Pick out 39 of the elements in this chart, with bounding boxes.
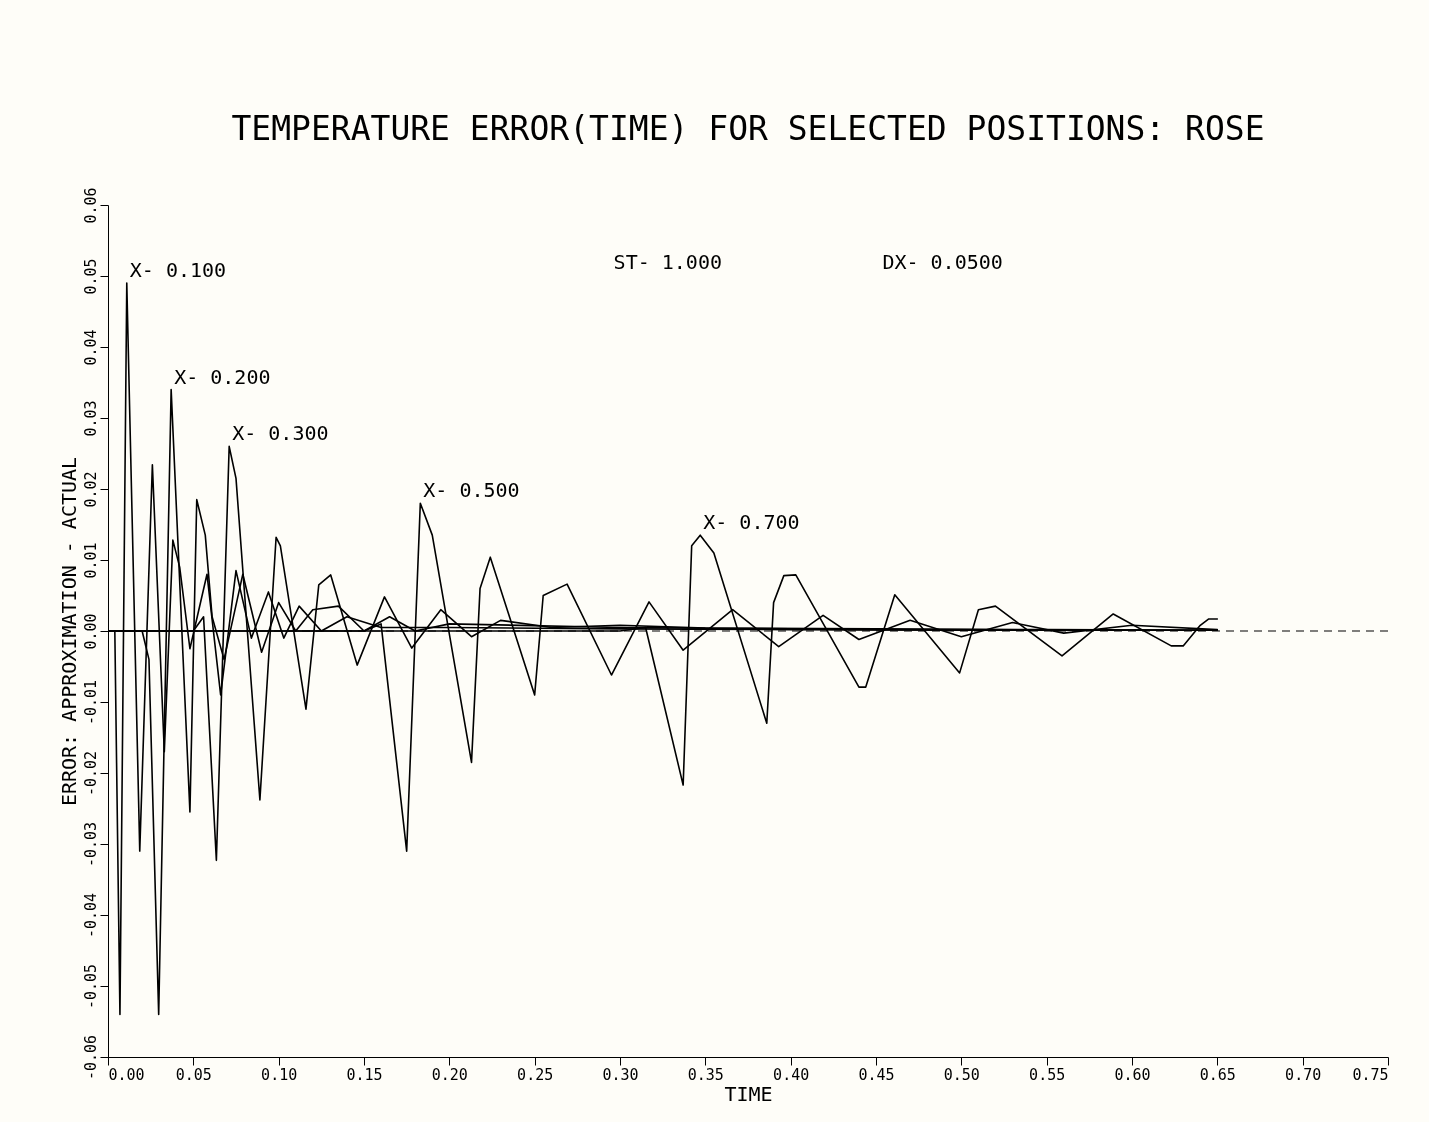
x-axis-title: TIME: [724, 1081, 773, 1106]
x-tick-label: 0.00: [108, 1065, 145, 1084]
x-tick-label: 0.30: [602, 1065, 639, 1084]
x-tick-label: 0.75: [1352, 1065, 1389, 1084]
y-tick-label: 0.05: [81, 258, 100, 295]
x-tick-label: 0.15: [346, 1065, 383, 1084]
y-tick-label: -0.03: [81, 821, 100, 868]
x-tick-label: 0.70: [1285, 1065, 1322, 1084]
y-tick-label: 0.06: [81, 187, 100, 224]
series-label: X- 0.200: [174, 364, 271, 389]
y-tick-label: 0.04: [81, 329, 100, 366]
y-tick-label: 0.01: [81, 542, 100, 579]
y-tick-label: 0.03: [81, 400, 100, 437]
x-tick-label: 0.60: [1114, 1065, 1151, 1084]
series-label: X- 0.500: [423, 478, 520, 503]
chart-title: TEMPERATURE ERROR(TIME) FOR SELECTED POSITIONS: ROSE: [231, 108, 1265, 148]
y-tick-label: 0.02: [81, 471, 100, 508]
y-axis-title: ERROR: APPROXIMATION - ACTUAL: [56, 456, 81, 807]
x-tick-label: 0.40: [773, 1065, 810, 1084]
x-tick-label: 0.55: [1029, 1065, 1066, 1084]
y-tick-label: -0.04: [81, 892, 100, 939]
series-label: X- 0.100: [129, 258, 227, 283]
annotation: DX- 0.0500: [882, 250, 1003, 274]
y-tick-label: -0.01: [81, 679, 100, 726]
x-tick-label: 0.35: [687, 1065, 724, 1084]
y-tick-label: -0.06: [81, 1034, 100, 1081]
y-tick-label: 0.00: [81, 613, 100, 650]
x-tick-label: 0.45: [858, 1065, 895, 1084]
x-tick-label: 0.05: [175, 1065, 212, 1084]
y-tick-label: -0.05: [81, 963, 100, 1010]
x-tick-label: 0.10: [261, 1065, 298, 1084]
annotation: ST- 1.000: [613, 250, 722, 274]
series-label: X- 0.700: [703, 510, 800, 535]
series-label: X- 0.300: [232, 421, 329, 446]
x-tick-label: 0.65: [1199, 1065, 1236, 1084]
y-tick-label: -0.02: [81, 750, 100, 797]
x-tick-label: 0.20: [431, 1065, 468, 1084]
x-tick-label: 0.25: [517, 1065, 554, 1084]
x-tick-label: 0.50: [943, 1065, 980, 1084]
